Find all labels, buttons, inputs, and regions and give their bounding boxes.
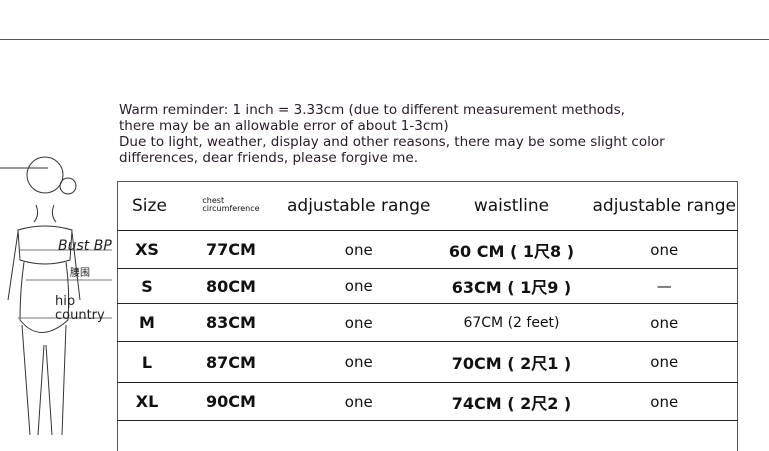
header-circumference-word: circumference [202, 204, 260, 213]
table-row: XS 77CM one 60 CM ( 1尺8 ) one [117, 230, 738, 269]
chest-cell: 87CM [176, 341, 286, 383]
chest-cell: 90CM [176, 382, 286, 421]
waist-cell: 74CM ( 2尺2 ) [431, 382, 592, 421]
chest-cell: 77CM [176, 230, 286, 269]
note-line: differences, dear friends, please forgiv… [119, 150, 418, 166]
adjustable-cell-2: one [591, 341, 738, 383]
header-adjustable-range-2: adjustable range [591, 181, 738, 231]
chest-cell: 83CM [176, 303, 286, 342]
adjustable-cell: one [286, 303, 432, 342]
waist-cell: 70CM ( 2尺1 ) [431, 341, 592, 383]
adjustable-cell: one [286, 268, 432, 304]
size-cell: L [117, 341, 176, 383]
adjustable-cell-2: one [591, 303, 738, 342]
adjustable-cell-2: one [591, 382, 738, 421]
header-size: Size [117, 181, 176, 231]
body-figure-illustration [0, 156, 112, 435]
size-cell: XL [117, 382, 176, 421]
size-chart-table: Size chest circumference adjustable range… [117, 181, 738, 451]
waist-label: 腰围 [70, 268, 90, 279]
table-row: XL 90CM one 74CM ( 2尺2 ) one [117, 382, 738, 421]
size-cell: XS [117, 230, 176, 269]
note-line: Due to light, weather, display and other… [119, 134, 665, 150]
adjustable-cell: one [286, 230, 432, 269]
header-chest: chest circumference [176, 181, 286, 231]
table-header-row: Size chest circumference adjustable range… [117, 181, 738, 231]
header-adjustable-range: adjustable range [286, 181, 432, 231]
adjustable-cell-2: one [591, 230, 738, 269]
size-cell: M [117, 303, 176, 342]
adjustable-cell: one [286, 382, 432, 421]
warm-reminder: Warm reminder: 1 inch = 3.33cm (due to d… [119, 102, 665, 166]
adjustable-cell: one [286, 341, 432, 383]
adjustable-cell-2: — [591, 268, 738, 304]
waist-cell: 60 CM ( 1尺8 ) [431, 230, 592, 269]
note-line: Warm reminder: 1 inch = 3.33cm (due to d… [119, 102, 625, 118]
waist-cell: 63CM ( 1尺9 ) [431, 268, 592, 304]
divider-line [0, 39, 769, 40]
table-row-partial [118, 421, 738, 451]
header-chest-word: chest [202, 196, 225, 205]
bust-label: Bust BP [58, 238, 112, 254]
table-row: L 87CM one 70CM ( 2尺1 ) one [117, 341, 738, 383]
hip-label-2: country [55, 308, 105, 323]
table-row: M 83CM one 67CM (2 feet) one [117, 303, 738, 342]
table-row: S 80CM one 63CM ( 1尺9 ) — [117, 268, 738, 304]
chest-cell: 80CM [176, 268, 286, 304]
size-cell: S [117, 268, 176, 304]
note-line: there may be an allowable error of about… [119, 118, 449, 134]
header-waistline: waistline [431, 181, 592, 231]
hip-label: hip [55, 294, 76, 309]
waist-cell: 67CM (2 feet) [431, 303, 592, 342]
